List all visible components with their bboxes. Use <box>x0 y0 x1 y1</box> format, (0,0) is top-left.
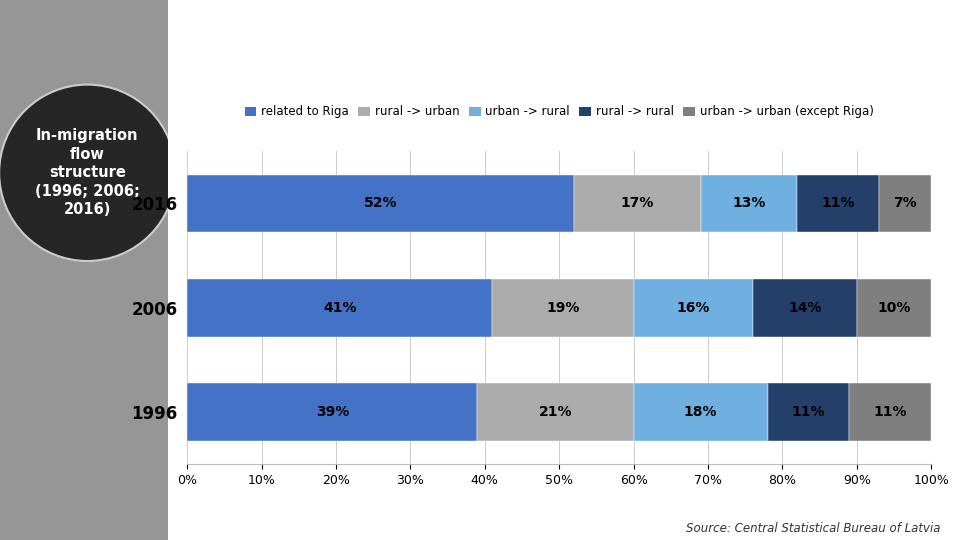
Bar <box>797 175 879 232</box>
Bar <box>701 175 797 232</box>
Bar <box>477 383 634 441</box>
Bar <box>187 279 492 336</box>
Text: 13%: 13% <box>732 197 766 211</box>
Bar <box>879 175 931 232</box>
Bar <box>492 279 634 336</box>
Text: 11%: 11% <box>874 405 907 419</box>
Text: 41%: 41% <box>323 301 356 315</box>
Text: 21%: 21% <box>539 405 572 419</box>
Text: 7%: 7% <box>894 197 917 211</box>
Text: Source: Central Statistical Bureau of Latvia: Source: Central Statistical Bureau of La… <box>686 522 941 535</box>
Text: 52%: 52% <box>364 197 397 211</box>
Bar <box>634 279 753 336</box>
Text: 11%: 11% <box>792 405 826 419</box>
Text: 14%: 14% <box>788 301 822 315</box>
Text: 17%: 17% <box>620 197 654 211</box>
Text: 16%: 16% <box>677 301 709 315</box>
Bar <box>634 383 767 441</box>
Bar <box>856 279 931 336</box>
Bar <box>753 279 856 336</box>
Bar <box>850 383 931 441</box>
Bar <box>768 383 850 441</box>
Text: 39%: 39% <box>316 405 348 419</box>
Bar <box>574 175 701 232</box>
Text: 11%: 11% <box>822 197 855 211</box>
Text: In-migration
flow
structure
(1996; 2006;
2016): In-migration flow structure (1996; 2006;… <box>35 128 140 218</box>
Bar <box>187 383 477 441</box>
Text: 19%: 19% <box>546 301 580 315</box>
Text: 10%: 10% <box>877 301 911 315</box>
Legend: related to Riga, rural -> urban, urban -> rural, rural -> rural, urban -> urban : related to Riga, rural -> urban, urban -… <box>240 101 878 123</box>
Ellipse shape <box>0 85 176 261</box>
Text: 18%: 18% <box>684 405 717 419</box>
Bar <box>187 175 574 232</box>
